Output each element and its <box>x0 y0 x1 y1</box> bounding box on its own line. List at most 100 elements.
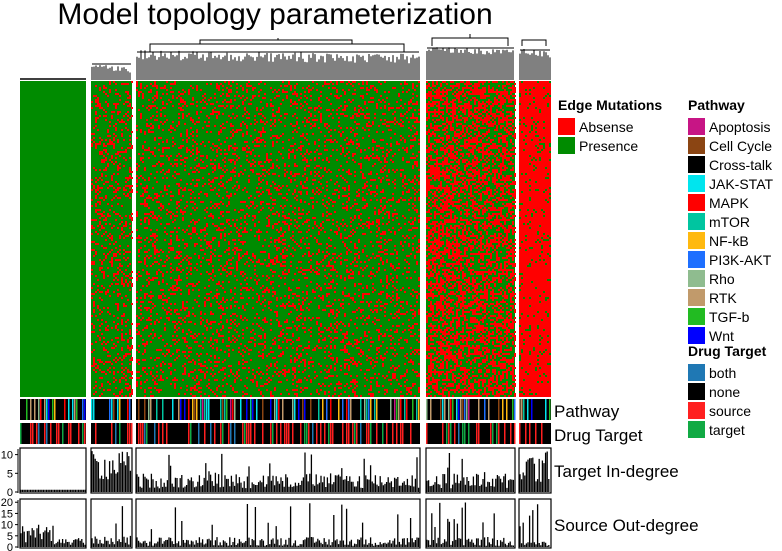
pathway-cell <box>366 399 368 420</box>
legend-swatch-pi3k-akt <box>688 251 705 268</box>
drug-target-cell <box>498 423 500 444</box>
pathway-cell <box>322 399 324 420</box>
bar-panel-1-block-3 <box>135 447 421 494</box>
drug-target-cell <box>242 423 244 444</box>
drug-target-cell <box>276 423 278 444</box>
drug-target-cell <box>248 423 250 444</box>
drug-target-cell <box>142 423 144 444</box>
pathway-cell <box>374 399 376 420</box>
legend-label-jak-stat: JAK-STAT <box>709 176 773 192</box>
drug-target-cell <box>46 423 48 444</box>
pathway-cell <box>360 399 362 420</box>
drug-target-cell <box>234 423 236 444</box>
pathway-cell <box>38 399 40 420</box>
legend-swatch-tgf-b <box>688 308 705 325</box>
pathway-cell <box>376 399 378 420</box>
dendrogram <box>20 34 551 80</box>
pathway-cell <box>364 399 366 420</box>
pathway-cell <box>46 399 48 420</box>
pathway-cell <box>298 399 300 420</box>
drug-target-cell <box>270 423 272 444</box>
drug-target-cell <box>32 423 34 444</box>
pathway-cell <box>64 399 66 420</box>
pathway-cell <box>512 399 514 420</box>
pathway-cell <box>466 399 468 420</box>
drug-target-cell <box>262 423 264 444</box>
pathway-cell <box>156 399 158 420</box>
drug-target-cell <box>450 423 452 444</box>
pathway-cell <box>506 399 508 420</box>
drug-target-cell <box>324 423 326 444</box>
pathway-cell <box>418 399 420 420</box>
drug-target-cell <box>190 423 192 444</box>
drug-target-cell <box>70 423 72 444</box>
pathway-cell <box>484 399 486 420</box>
pathway-cell <box>302 399 304 420</box>
drug-target-cell <box>332 423 334 444</box>
legend-label-target: target <box>709 422 745 438</box>
legend-swatch-apoptosis <box>688 118 705 135</box>
pathway-cell <box>262 399 264 420</box>
pathway-cell <box>76 399 78 420</box>
pathway-cell <box>242 399 244 420</box>
pathway-cell <box>382 399 384 420</box>
drug-target-cell <box>348 423 350 444</box>
drug-target-cell <box>140 423 142 444</box>
pathway-cell <box>523 399 525 420</box>
bar-panel-label-out-degree: Source Out-degree <box>554 516 699 535</box>
legend-label-presence: Presence <box>579 138 638 154</box>
pathway-cell <box>196 399 198 420</box>
y-tick-label: 10 <box>1 520 13 532</box>
legend-label-rho: Rho <box>709 271 735 287</box>
drug-target-cell <box>115 423 117 444</box>
dendrogram-leaves <box>426 47 514 80</box>
bar-panel-2-block-4 <box>425 498 516 549</box>
pathway-cell <box>468 399 470 420</box>
drug-target-cell <box>38 423 40 444</box>
y-tick-label: 10 <box>1 450 13 462</box>
legend-label-apoptosis: Apoptosis <box>709 119 770 135</box>
drug-target-cell <box>56 423 58 444</box>
legend-swatch-cross-talk <box>688 156 705 173</box>
pathway-cell <box>412 399 414 420</box>
legend-label-wnt: Wnt <box>709 328 734 344</box>
drug-target-cell <box>272 423 274 444</box>
drug-target-strip-bg <box>20 423 86 444</box>
pathway-cell <box>531 399 533 420</box>
pathway-cell <box>172 399 174 420</box>
drug-target-cell <box>214 423 216 444</box>
pathway-cell <box>326 399 328 420</box>
drug-target-cell <box>230 423 232 444</box>
pathway-cell <box>138 399 140 420</box>
drug-target-cell <box>370 423 372 444</box>
pathway-cell <box>230 399 232 420</box>
y-tick-label: 5 <box>7 468 13 480</box>
drug-target-cell <box>119 423 121 444</box>
bar-panel-1-block-2 <box>90 447 133 494</box>
pathway-cell <box>240 399 242 420</box>
legend-label-absense: Absense <box>579 119 634 135</box>
legend-swatch-cell-cycle <box>688 137 705 154</box>
annotation-block-2 <box>91 399 133 444</box>
drug-target-cell <box>138 423 140 444</box>
drug-target-cell <box>462 423 464 444</box>
drug-target-cell <box>490 423 492 444</box>
drug-target-cell <box>129 423 131 444</box>
drug-target-cell <box>382 423 384 444</box>
dendrogram-leaves <box>136 50 420 80</box>
pathway-cell <box>82 399 84 420</box>
pathway-cell <box>200 399 202 420</box>
bar-panel-2-block-5 <box>518 498 552 549</box>
pathway-cell <box>184 399 186 420</box>
y-tick-label: 0 <box>7 542 13 551</box>
pathway-cell <box>234 399 236 420</box>
drug-target-cell <box>366 423 368 444</box>
drug-target-cell <box>541 423 543 444</box>
heatmap-block-4 <box>426 81 516 397</box>
dendrogram-leaves <box>519 49 551 80</box>
pathway-cell <box>282 399 284 420</box>
legend-label-mapk: MAPK <box>709 195 749 211</box>
annotation-block-5 <box>519 399 551 444</box>
heatmap-block-5 <box>519 81 551 397</box>
pathway-cell <box>84 399 86 420</box>
